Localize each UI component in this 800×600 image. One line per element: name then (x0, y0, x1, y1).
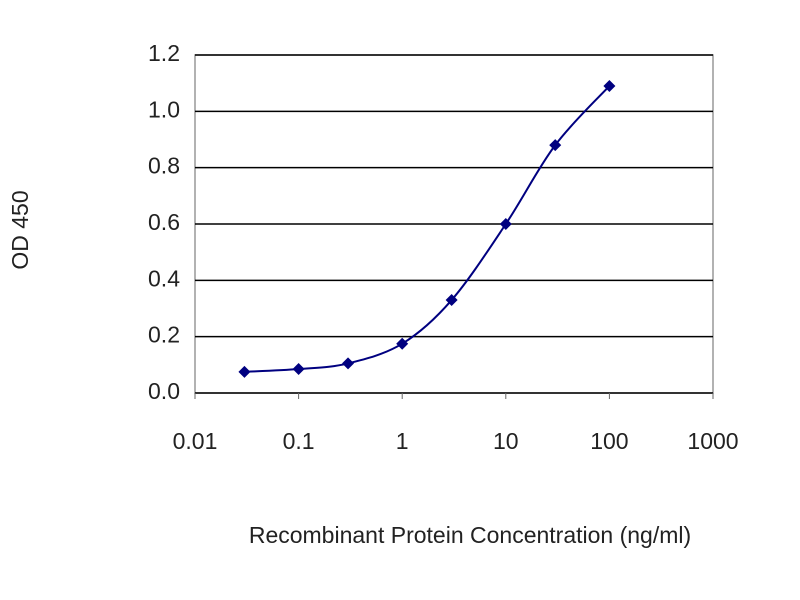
x-tick-label: 0.01 (173, 428, 218, 454)
y-axis-title: OD 450 (7, 190, 33, 269)
y-tick-label: 0.2 (148, 322, 180, 348)
x-tick-label: 1 (396, 428, 409, 454)
data-point (445, 294, 458, 307)
data-point (549, 139, 562, 152)
data-point (603, 79, 616, 92)
data-point (292, 363, 305, 376)
data-point (396, 337, 409, 350)
y-tick-label: 1.0 (148, 96, 180, 122)
data-point (499, 218, 512, 230)
y-tick-label: 0.0 (148, 378, 180, 404)
x-tick-label: 1000 (687, 428, 738, 454)
y-tick-label: 1.2 (148, 40, 180, 66)
series-line (244, 85, 611, 373)
x-tick-label: 10 (493, 428, 519, 454)
y-tick-label: 0.6 (148, 209, 180, 235)
y-tick-label: 0.4 (148, 265, 180, 291)
data-point (342, 357, 355, 370)
y-tick-label: 0.8 (148, 153, 180, 179)
x-tick-label: 100 (590, 428, 628, 454)
data-point (238, 365, 251, 378)
x-tick-label: 0.1 (283, 428, 315, 454)
x-axis-title: Recombinant Protein Concentration (ng/ml… (249, 522, 691, 548)
